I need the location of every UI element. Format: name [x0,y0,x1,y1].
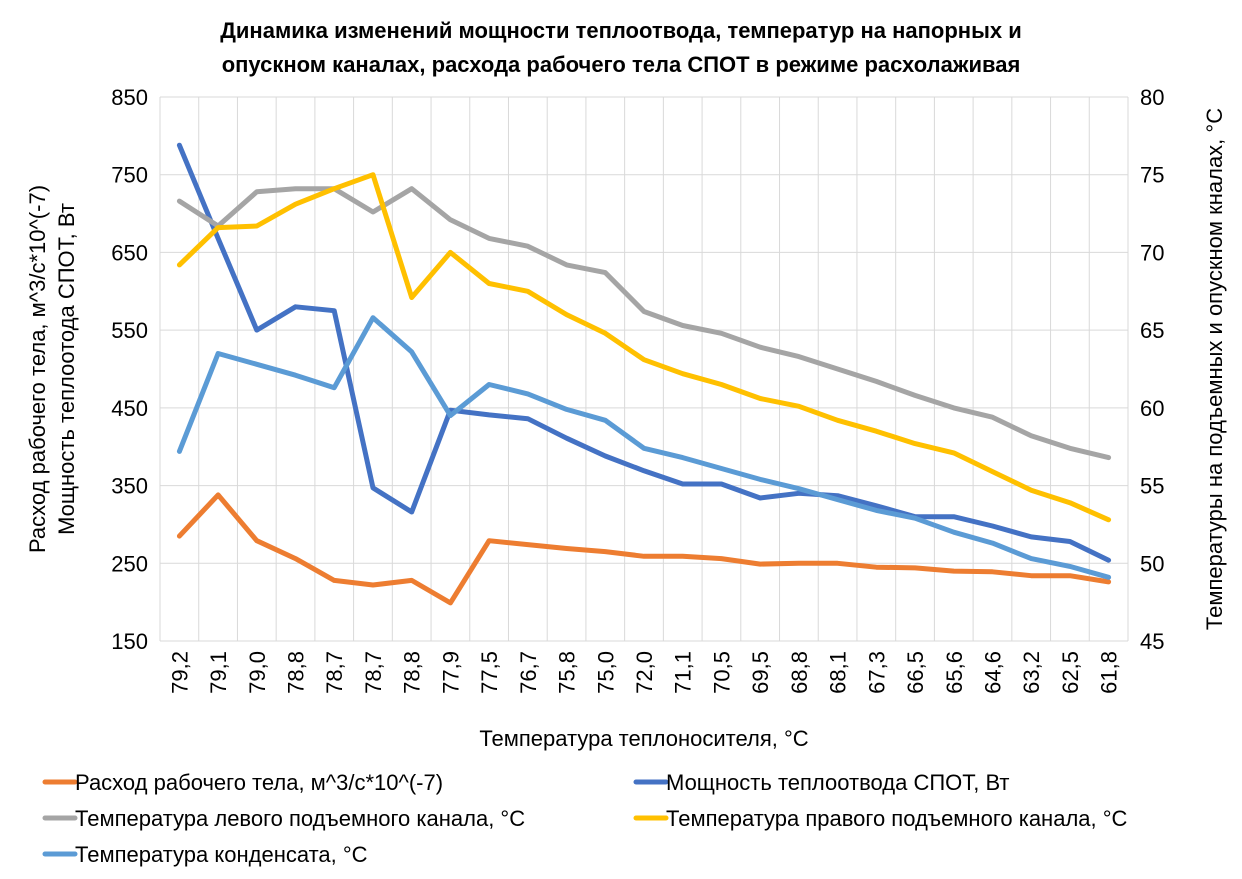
chart-title-line-1: Динамика изменений мощности теплоотвода,… [220,18,1022,43]
x-tick-label: 75,8 [555,651,580,694]
x-tick-label: 64,6 [980,651,1005,694]
left-axis-ticks: 150 250 350 450 550 650 750 850 [111,85,148,654]
right-tick-label: 65 [1140,318,1164,343]
left-tick-label: 350 [111,474,148,499]
right-axis-ticks: 45 50 55 60 65 70 75 80 [1140,85,1164,654]
x-axis-title: Температура теплоносителя, °C [479,726,808,751]
x-tick-label: 65,6 [942,651,967,694]
right-tick-label: 80 [1140,85,1164,110]
x-tick-label: 61,8 [1097,651,1122,694]
series-line [176,315,1112,580]
left-tick-label: 550 [111,318,148,343]
left-tick-label: 450 [111,396,148,421]
series-line [176,186,1112,461]
left-tick-label: 650 [111,240,148,265]
x-tick-label: 75,0 [593,651,618,694]
x-tick-label: 72,0 [632,651,657,694]
x-tick-label: 78,8 [400,651,425,694]
right-tick-label: 55 [1140,474,1164,499]
x-tick-label: 68,1 [826,651,851,694]
x-tick-label: 66,5 [903,651,928,694]
gridlines [159,96,1129,642]
left-tick-label: 750 [111,163,148,188]
x-tick-label: 71,1 [671,651,696,694]
right-tick-label: 60 [1140,396,1164,421]
x-tick-label: 79,1 [206,651,231,694]
legend-label: Расход рабочего тела, м^3/с*10^(-7) [75,770,443,795]
x-tick-label: 68,8 [787,651,812,694]
x-tick-label: 70,5 [709,651,734,694]
x-tick-label: 76,7 [516,651,541,694]
left-tick-label: 250 [111,551,148,576]
x-tick-label: 77,9 [438,651,463,694]
x-tick-label: 79,2 [167,651,192,694]
x-tick-label: 67,3 [864,651,889,694]
x-tick-label: 78,7 [361,651,386,694]
x-tick-label: 63,2 [1019,651,1044,694]
right-tick-label: 75 [1140,163,1164,188]
x-tick-label: 79,0 [245,651,270,694]
series-line [176,492,1112,606]
right-tick-label: 70 [1140,240,1164,265]
legend-label: Температура левого подъемного канала, °C [75,806,525,831]
x-tick-label: 62,5 [1058,651,1083,694]
left-tick-label: 150 [111,629,148,654]
left-axis-title-line-1: Расход рабочего тела, м^3/с*10^(-7) [25,185,50,553]
right-tick-label: 50 [1140,551,1164,576]
x-tick-label: 78,7 [322,651,347,694]
legend-label: Мощность теплоотвода СПОТ, Вт [666,770,1010,795]
x-axis-ticks: 79,2 79,1 79,0 78,8 78,7 78,7 78,8 77,9 77,5 76,7… [167,651,1121,694]
legend-label: Температура правого подъемного канала, °… [666,806,1128,831]
series-line [176,172,1112,523]
legend: Расход рабочего тела, м^3/с*10^(-7) Мощно… [42,770,1128,867]
left-axis-title-line-2: Мощность теплоотода СПОТ, Вт [54,203,79,535]
left-tick-label: 850 [111,85,148,110]
x-tick-label: 69,5 [748,651,773,694]
x-tick-label: 77,5 [477,651,502,694]
right-tick-label: 45 [1140,629,1164,654]
series-line [176,142,1112,563]
legend-label: Температура конденсата, °C [75,842,368,867]
x-tick-label: 78,8 [284,651,309,694]
chart-title-line-2: опускном каналах, расхода рабочего тела … [222,52,1021,77]
series-lines [176,142,1112,606]
right-axis-title: Температуры на подъемных и опускном кнал… [1202,108,1227,630]
